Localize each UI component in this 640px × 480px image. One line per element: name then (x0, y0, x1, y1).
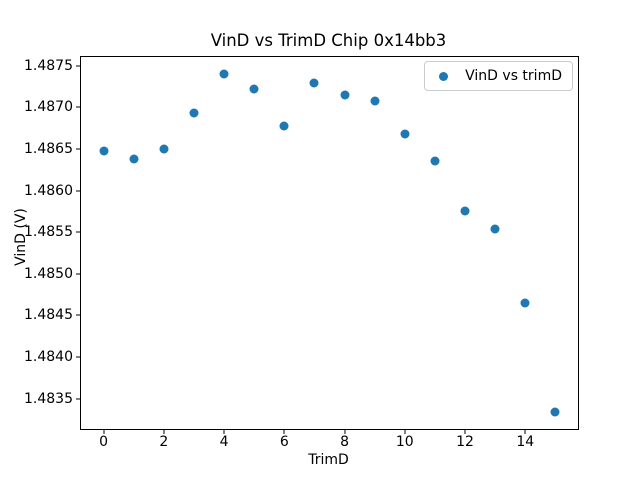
chart-title: VinD vs TrimD Chip 0x14bb3 (210, 31, 447, 50)
x-tick-mark (223, 430, 225, 434)
scatter-point (279, 121, 289, 131)
x-tick-mark (103, 430, 105, 434)
y-tick-mark (76, 273, 80, 275)
scatter-point (370, 96, 380, 106)
x-tick-label: 6 (279, 434, 289, 450)
scatter-point (99, 146, 109, 156)
legend-label: VinD vs trimD (465, 68, 562, 84)
x-tick-label: 10 (395, 434, 414, 450)
x-tick-label: 2 (159, 434, 169, 450)
x-tick-mark (163, 430, 165, 434)
y-tick-mark (76, 148, 80, 150)
x-tick-label: 0 (99, 434, 109, 450)
scatter-point (430, 156, 440, 166)
x-tick-label: 4 (219, 434, 229, 450)
legend: VinD vs trimD (424, 61, 573, 91)
y-tick-mark (76, 190, 80, 192)
y-tick-label: 1.4870 (24, 99, 73, 116)
x-tick-label: 14 (516, 434, 535, 450)
scatter-point (129, 154, 139, 164)
x-tick-mark (404, 430, 406, 434)
x-tick-label: 12 (456, 434, 474, 450)
scatter-point (400, 129, 410, 139)
scatter-point (249, 84, 259, 94)
y-tick-label: 1.4835 (24, 390, 73, 407)
scatter-point (460, 206, 470, 216)
plot-area: 0 2 4 6 8 10 12 14 1.4835 1.4840 1.4845 1.4850 1.48… (24, 56, 579, 450)
x-tick-mark (464, 430, 466, 434)
y-tick-label: 1.4855 (24, 224, 73, 241)
scatter-point (340, 90, 350, 100)
x-axis-label: TrimD (308, 452, 349, 468)
scatter-point (219, 69, 229, 79)
y-tick-label: 1.4865 (24, 140, 73, 157)
scatter-point (309, 78, 319, 88)
y-tick-label: 1.4840 (24, 349, 73, 366)
x-tick-label: 8 (340, 434, 350, 450)
y-tick-label: 1.4850 (24, 265, 73, 282)
scatter-point (520, 298, 530, 308)
legend-marker-icon (439, 71, 449, 81)
x-tick-mark (344, 430, 346, 434)
scatter-point (159, 144, 169, 154)
y-tick-mark (76, 314, 80, 316)
y-tick-mark (76, 65, 80, 67)
scatter-point (490, 224, 500, 234)
y-tick-mark (76, 231, 80, 233)
y-tick-mark (76, 356, 80, 358)
y-tick-label: 1.4875 (24, 57, 73, 74)
y-tick-mark (76, 398, 80, 400)
y-tick-label: 1.4860 (24, 182, 73, 199)
scatter-point (189, 108, 199, 118)
y-tick-mark (76, 106, 80, 108)
x-tick-mark (524, 430, 526, 434)
y-tick-label: 1.4845 (24, 307, 73, 324)
scatter-point (550, 407, 560, 417)
y-axis-label: VinD (V) (13, 208, 29, 266)
x-tick-mark (283, 430, 285, 434)
